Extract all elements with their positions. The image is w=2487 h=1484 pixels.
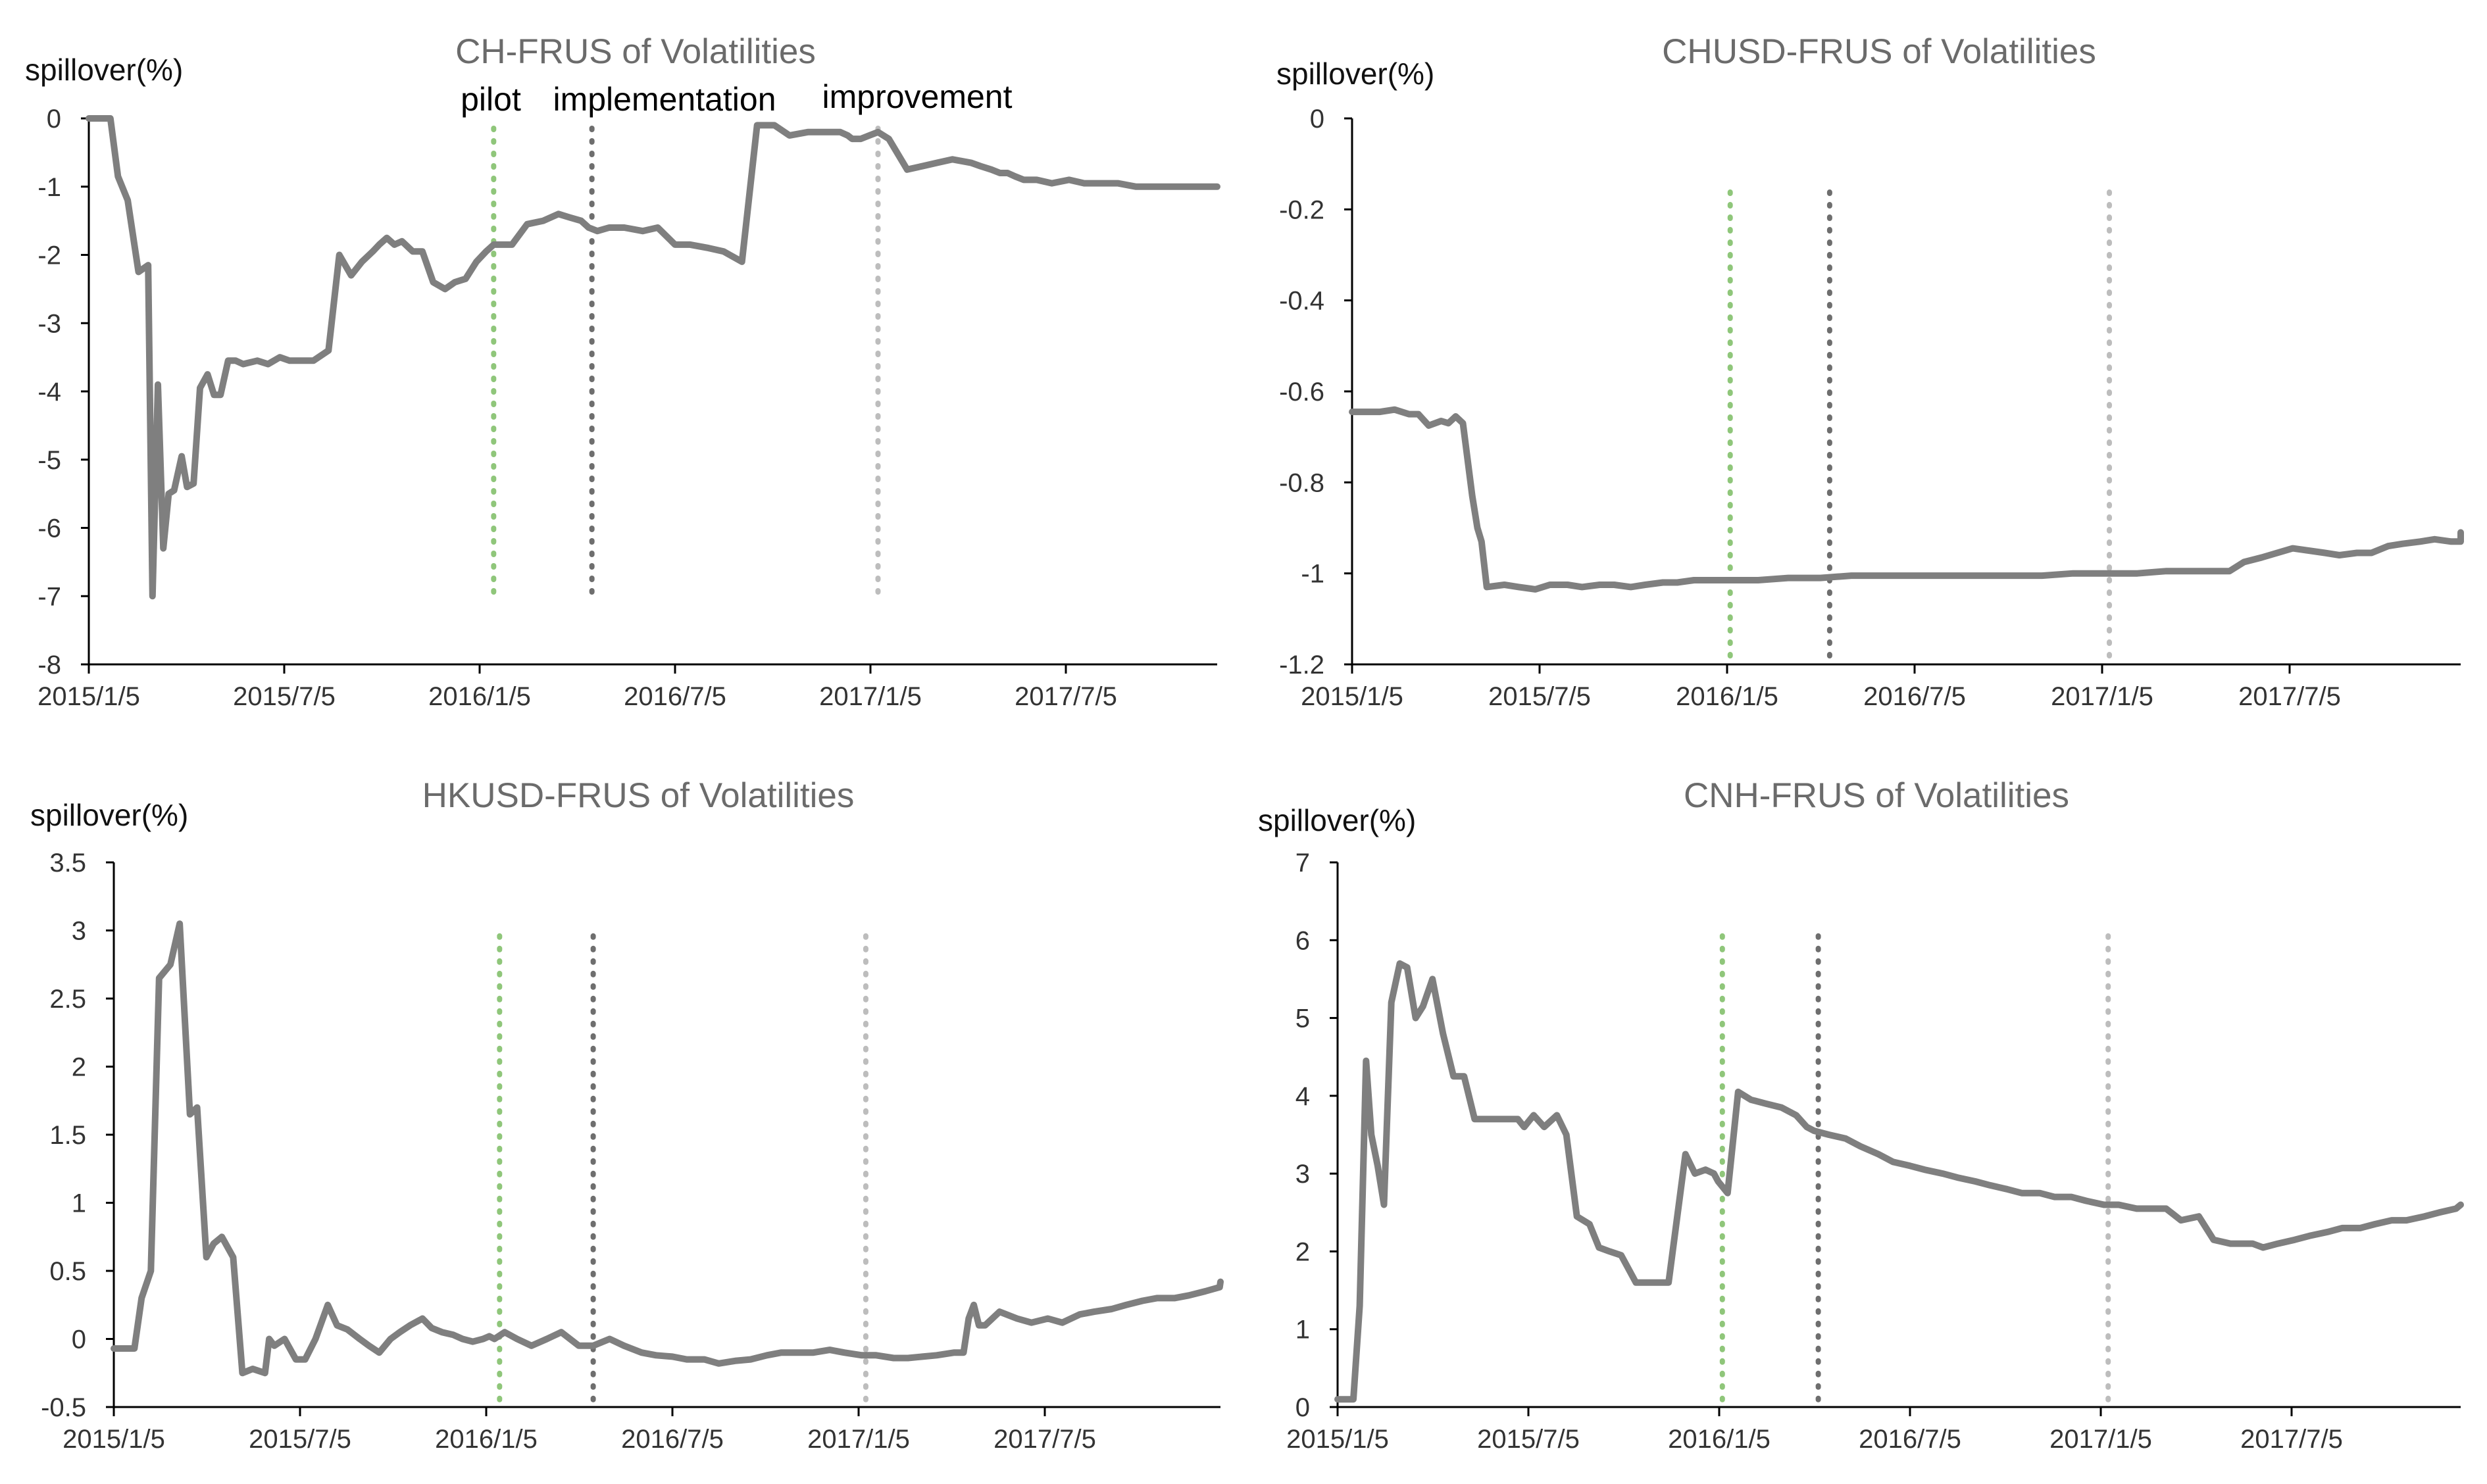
x-tick-label: 2015/7/5	[1488, 682, 1591, 711]
series-line	[86, 115, 1220, 600]
x-tick-label: 2016/7/5	[1859, 1425, 1961, 1454]
y-tick-label: -2	[38, 241, 61, 270]
x-tick-label: 2016/1/5	[435, 1425, 538, 1454]
y-tick-label: -0.5	[41, 1393, 86, 1422]
x-tick-label: 2017/1/5	[2051, 682, 2153, 711]
y-tick-label: 5	[1295, 1004, 1310, 1033]
x-tick-label: 2016/1/5	[1668, 1425, 1771, 1454]
y-tick-label: 0	[1310, 105, 1324, 134]
y-axis-label: spillover(%)	[1276, 57, 1434, 91]
x-tick-label: 2017/7/5	[2238, 682, 2341, 711]
x-tick-label: 2015/7/5	[233, 682, 336, 711]
chart-cnh-frus: CNH-FRUS of Volatilities spillover(%) 7 6…	[1258, 776, 2464, 1454]
x-tick-label: 2015/1/5	[1286, 1425, 1389, 1454]
chart-ch-frus: CH-FRUS of Volatilities spillover(%) pil…	[25, 32, 1220, 711]
y-tick-label: 2	[72, 1053, 86, 1082]
chart-title: CH-FRUS of Volatilities	[455, 32, 816, 71]
x-tick-label: 2016/7/5	[621, 1425, 724, 1454]
x-tick-label: 2017/1/5	[807, 1425, 910, 1454]
y-tick-label: 1.5	[49, 1121, 86, 1150]
y-tick-label: -0.4	[1279, 287, 1324, 316]
y-tick-label: -8	[38, 651, 61, 680]
y-tick-label: 3.5	[49, 849, 86, 878]
y-tick-label: -7	[38, 582, 61, 611]
y-tick-label: -5	[38, 446, 61, 475]
y-tick-label: -0.2	[1279, 195, 1324, 224]
y-tick-label: 4	[1295, 1082, 1310, 1111]
y-tick-label: 1	[72, 1189, 86, 1218]
x-tick-label: 2015/1/5	[63, 1425, 165, 1454]
x-tick-label: 2017/7/5	[1015, 682, 1117, 711]
x-tick-label: 2015/7/5	[1477, 1425, 1580, 1454]
y-tick-label: -3	[38, 309, 61, 338]
x-tick-label: 2016/1/5	[1676, 682, 1778, 711]
y-tick-label: 0	[1295, 1393, 1310, 1422]
chart-title: CNH-FRUS of Volatilities	[1684, 776, 2069, 815]
y-tick-label: -0.6	[1279, 378, 1324, 407]
x-tick-label: 2015/7/5	[249, 1425, 351, 1454]
chart-hkusd-frus: HKUSD-FRUS of Volatilities spillover(%) …	[30, 776, 1224, 1454]
series-line	[1334, 960, 2464, 1403]
chart-chusd-frus: CHUSD-FRUS of Volatilities spillover(%) …	[1276, 32, 2464, 711]
x-tick-label: 2017/7/5	[993, 1425, 1096, 1454]
chart-title: CHUSD-FRUS of Volatilities	[1662, 32, 2096, 71]
y-tick-label: 1	[1295, 1316, 1310, 1345]
y-tick-label: 6	[1295, 926, 1310, 955]
x-tick-label: 2015/1/5	[38, 682, 140, 711]
event-label-implementation: implementation	[553, 81, 776, 118]
y-tick-label: 3	[1295, 1160, 1310, 1189]
x-tick-label: 2017/7/5	[2240, 1425, 2343, 1454]
y-tick-label: 0	[47, 105, 61, 134]
y-tick-label: -6	[38, 514, 61, 543]
x-tick-label: 2017/1/5	[2049, 1425, 2152, 1454]
y-tick-label: -0.8	[1279, 468, 1324, 497]
event-labels: pilot implementation improvement	[461, 78, 1012, 118]
y-axis-label: spillover(%)	[30, 798, 188, 832]
y-tick-label: 7	[1295, 849, 1310, 878]
y-tick-label: -1.2	[1279, 651, 1324, 680]
y-tick-label: 0	[72, 1325, 86, 1354]
y-tick-label: -1	[38, 173, 61, 202]
event-label-improvement: improvement	[822, 78, 1013, 115]
x-tick-label: 2017/1/5	[819, 682, 922, 711]
x-tick-label: 2016/1/5	[428, 682, 531, 711]
chart-title: HKUSD-FRUS of Volatilities	[422, 776, 855, 815]
y-tick-label: -4	[38, 378, 61, 407]
series-line	[111, 920, 1224, 1377]
y-tick-label: 3	[72, 917, 86, 946]
y-tick-label: 0.5	[49, 1257, 86, 1286]
x-tick-label: 2016/7/5	[1863, 682, 1966, 711]
y-tick-label: -1	[1301, 560, 1324, 589]
y-axis-label: spillover(%)	[1258, 803, 1416, 837]
x-tick-label: 2015/1/5	[1301, 682, 1403, 711]
y-axis-label: spillover(%)	[25, 53, 183, 87]
event-label-pilot: pilot	[461, 81, 521, 118]
y-tick-label: 2.5	[49, 985, 86, 1014]
x-tick-label: 2016/7/5	[624, 682, 726, 711]
y-tick-label: 2	[1295, 1237, 1310, 1266]
series-line	[1349, 406, 2464, 593]
